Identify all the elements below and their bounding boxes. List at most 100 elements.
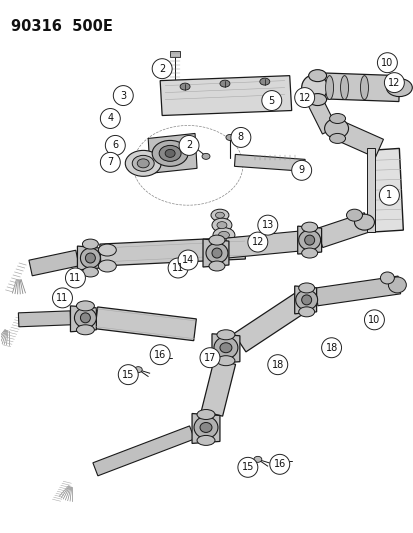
Circle shape [321, 338, 341, 358]
Polygon shape [70, 306, 96, 332]
Polygon shape [93, 426, 194, 476]
Text: 11: 11 [56, 293, 69, 303]
Ellipse shape [125, 150, 161, 176]
Polygon shape [192, 414, 219, 443]
Ellipse shape [360, 76, 368, 100]
Ellipse shape [159, 146, 180, 161]
Text: 7: 7 [107, 157, 113, 167]
Text: 12: 12 [251, 237, 263, 247]
Circle shape [113, 86, 133, 106]
Polygon shape [148, 133, 197, 173]
Polygon shape [302, 87, 336, 134]
Ellipse shape [219, 80, 229, 87]
Ellipse shape [197, 409, 214, 419]
Circle shape [152, 59, 172, 79]
Ellipse shape [211, 209, 228, 221]
Ellipse shape [324, 118, 348, 139]
Polygon shape [294, 286, 316, 314]
Circle shape [247, 232, 267, 252]
Circle shape [378, 185, 399, 205]
Ellipse shape [385, 79, 411, 96]
Ellipse shape [137, 159, 149, 168]
Ellipse shape [85, 253, 95, 263]
Ellipse shape [209, 235, 224, 245]
Ellipse shape [211, 248, 221, 258]
Ellipse shape [216, 222, 226, 229]
Ellipse shape [98, 244, 116, 256]
Circle shape [237, 457, 257, 477]
Text: 12: 12 [298, 93, 310, 102]
Ellipse shape [380, 272, 394, 284]
Ellipse shape [298, 307, 314, 317]
Ellipse shape [301, 248, 317, 258]
Ellipse shape [308, 70, 326, 82]
Ellipse shape [346, 209, 362, 221]
Text: 8: 8 [237, 132, 243, 142]
Ellipse shape [82, 239, 98, 249]
Text: 11: 11 [171, 263, 184, 273]
Circle shape [100, 152, 120, 172]
Ellipse shape [259, 78, 269, 85]
Polygon shape [297, 226, 321, 254]
Text: 18: 18 [271, 360, 283, 370]
Text: 11: 11 [69, 273, 81, 283]
Text: 4: 4 [107, 114, 113, 124]
Ellipse shape [216, 356, 234, 366]
Ellipse shape [82, 267, 98, 277]
Polygon shape [316, 213, 370, 247]
Text: 3: 3 [120, 91, 126, 101]
Ellipse shape [180, 83, 190, 90]
Ellipse shape [152, 140, 188, 166]
Circle shape [168, 258, 188, 278]
Ellipse shape [211, 218, 231, 232]
Ellipse shape [76, 325, 94, 335]
Ellipse shape [219, 343, 231, 353]
Ellipse shape [304, 235, 314, 245]
Circle shape [384, 72, 404, 93]
Bar [367, 148, 375, 232]
Ellipse shape [132, 156, 154, 171]
Ellipse shape [165, 149, 175, 157]
Ellipse shape [206, 243, 228, 263]
Polygon shape [77, 246, 100, 270]
Ellipse shape [253, 456, 261, 462]
Ellipse shape [340, 76, 348, 100]
Polygon shape [313, 72, 399, 102]
Polygon shape [234, 155, 304, 171]
Text: 2: 2 [185, 140, 192, 150]
Circle shape [52, 288, 72, 308]
Circle shape [179, 135, 199, 156]
Text: 15: 15 [122, 370, 134, 379]
Ellipse shape [387, 277, 405, 293]
Text: 10: 10 [380, 58, 393, 68]
Text: 13: 13 [261, 220, 273, 230]
Polygon shape [29, 250, 79, 276]
Ellipse shape [212, 228, 234, 243]
Circle shape [257, 215, 277, 235]
Text: 17: 17 [203, 353, 216, 362]
Circle shape [269, 454, 289, 474]
Polygon shape [18, 311, 71, 327]
Ellipse shape [301, 222, 317, 232]
Polygon shape [202, 239, 228, 267]
Ellipse shape [80, 248, 100, 268]
Text: 15: 15 [241, 462, 254, 472]
Ellipse shape [308, 94, 326, 106]
Circle shape [291, 160, 311, 180]
Text: 1: 1 [385, 190, 392, 200]
Circle shape [178, 250, 197, 270]
Circle shape [199, 348, 219, 368]
Ellipse shape [194, 416, 217, 439]
Circle shape [294, 87, 314, 108]
Ellipse shape [218, 231, 229, 239]
Ellipse shape [209, 261, 224, 271]
Ellipse shape [295, 290, 317, 310]
Polygon shape [225, 230, 310, 258]
Circle shape [230, 127, 250, 148]
Bar [170, 51, 180, 56]
Ellipse shape [216, 330, 234, 340]
Circle shape [105, 135, 125, 156]
Ellipse shape [197, 435, 214, 446]
Ellipse shape [225, 134, 233, 140]
Text: 12: 12 [387, 78, 400, 87]
